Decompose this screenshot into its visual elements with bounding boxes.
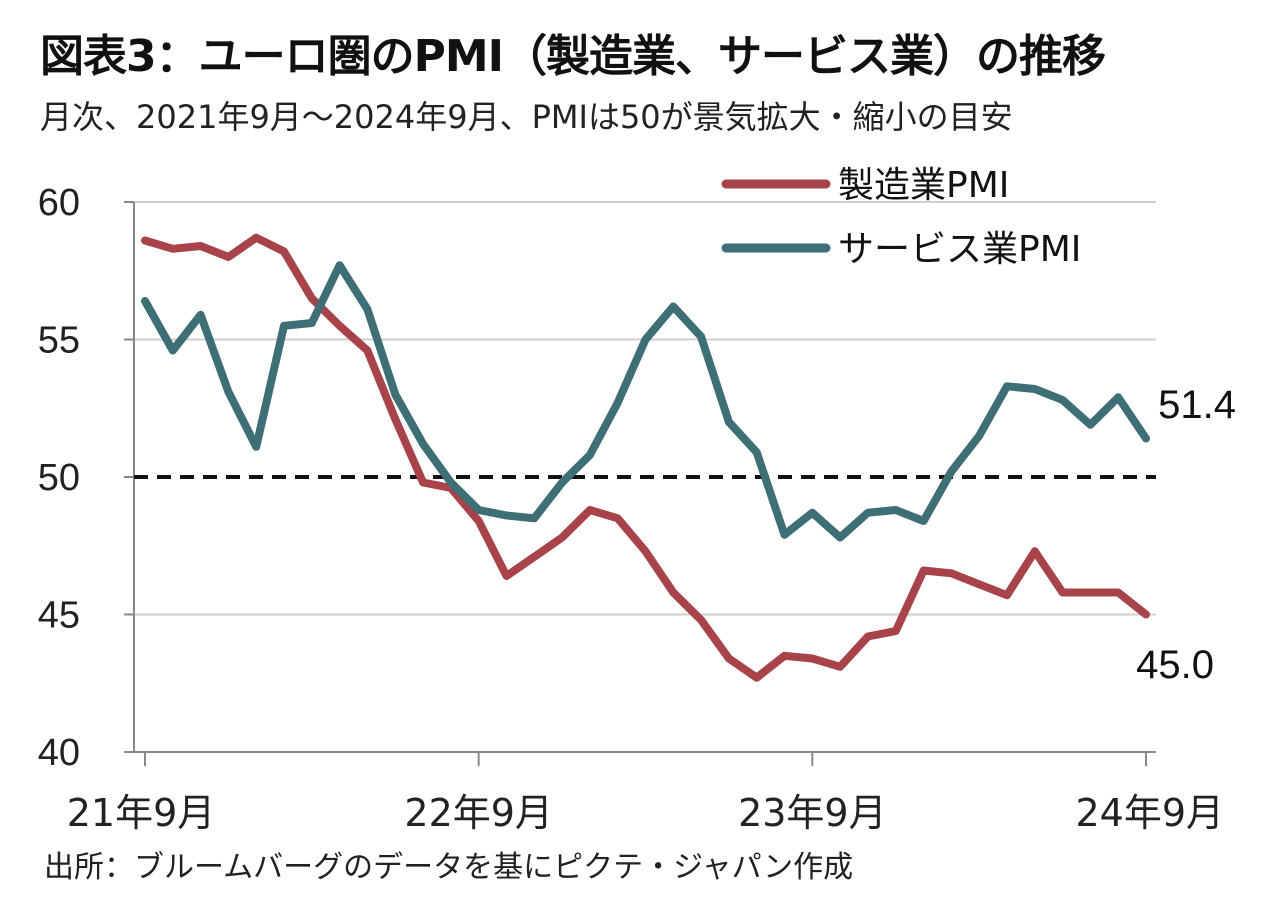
series-line-services (141, 261, 1150, 542)
legend-label-manufacturing: 製造業PMI (838, 165, 1009, 206)
legend: 製造業PMI サービス業PMI (721, 165, 1081, 270)
chart-subtitle: 月次、2021年9月～2024年9月、PMIは50が景気拡大・縮小の目安 (40, 98, 1013, 136)
end-labels: 45.0 51.4 (1136, 383, 1236, 687)
chart-title: 図表3：ユーロ圏のPMI（製造業、サービス業）の推移 (40, 31, 1106, 82)
series-line-manufacturing (141, 233, 1150, 682)
end-label-manufacturing: 45.0 (1136, 643, 1214, 687)
legend-label-services: サービス業PMI (838, 229, 1081, 270)
x-tick-label: 22年9月 (404, 791, 553, 835)
x-tick-label: 21年9月 (67, 791, 216, 835)
y-tick-labels: 40 45 50 55 60 (38, 182, 80, 774)
x-tick-label: 23年9月 (738, 791, 887, 835)
x-tick-labels: 21年9月 22年9月 23年9月 24年9月 (67, 752, 1224, 835)
x-tick-label: 24年9月 (1075, 791, 1224, 835)
series-lines (141, 233, 1150, 682)
y-tick-label: 45 (38, 595, 80, 637)
end-label-services: 51.4 (1158, 383, 1236, 427)
y-tick-label: 40 (38, 732, 80, 774)
y-tick-label: 55 (38, 320, 80, 362)
y-tick-label: 60 (38, 182, 80, 224)
y-tick-label: 50 (38, 457, 80, 499)
source-note: 出所：ブルームバーグのデータを基にピクテ・ジャパン作成 (44, 850, 854, 885)
